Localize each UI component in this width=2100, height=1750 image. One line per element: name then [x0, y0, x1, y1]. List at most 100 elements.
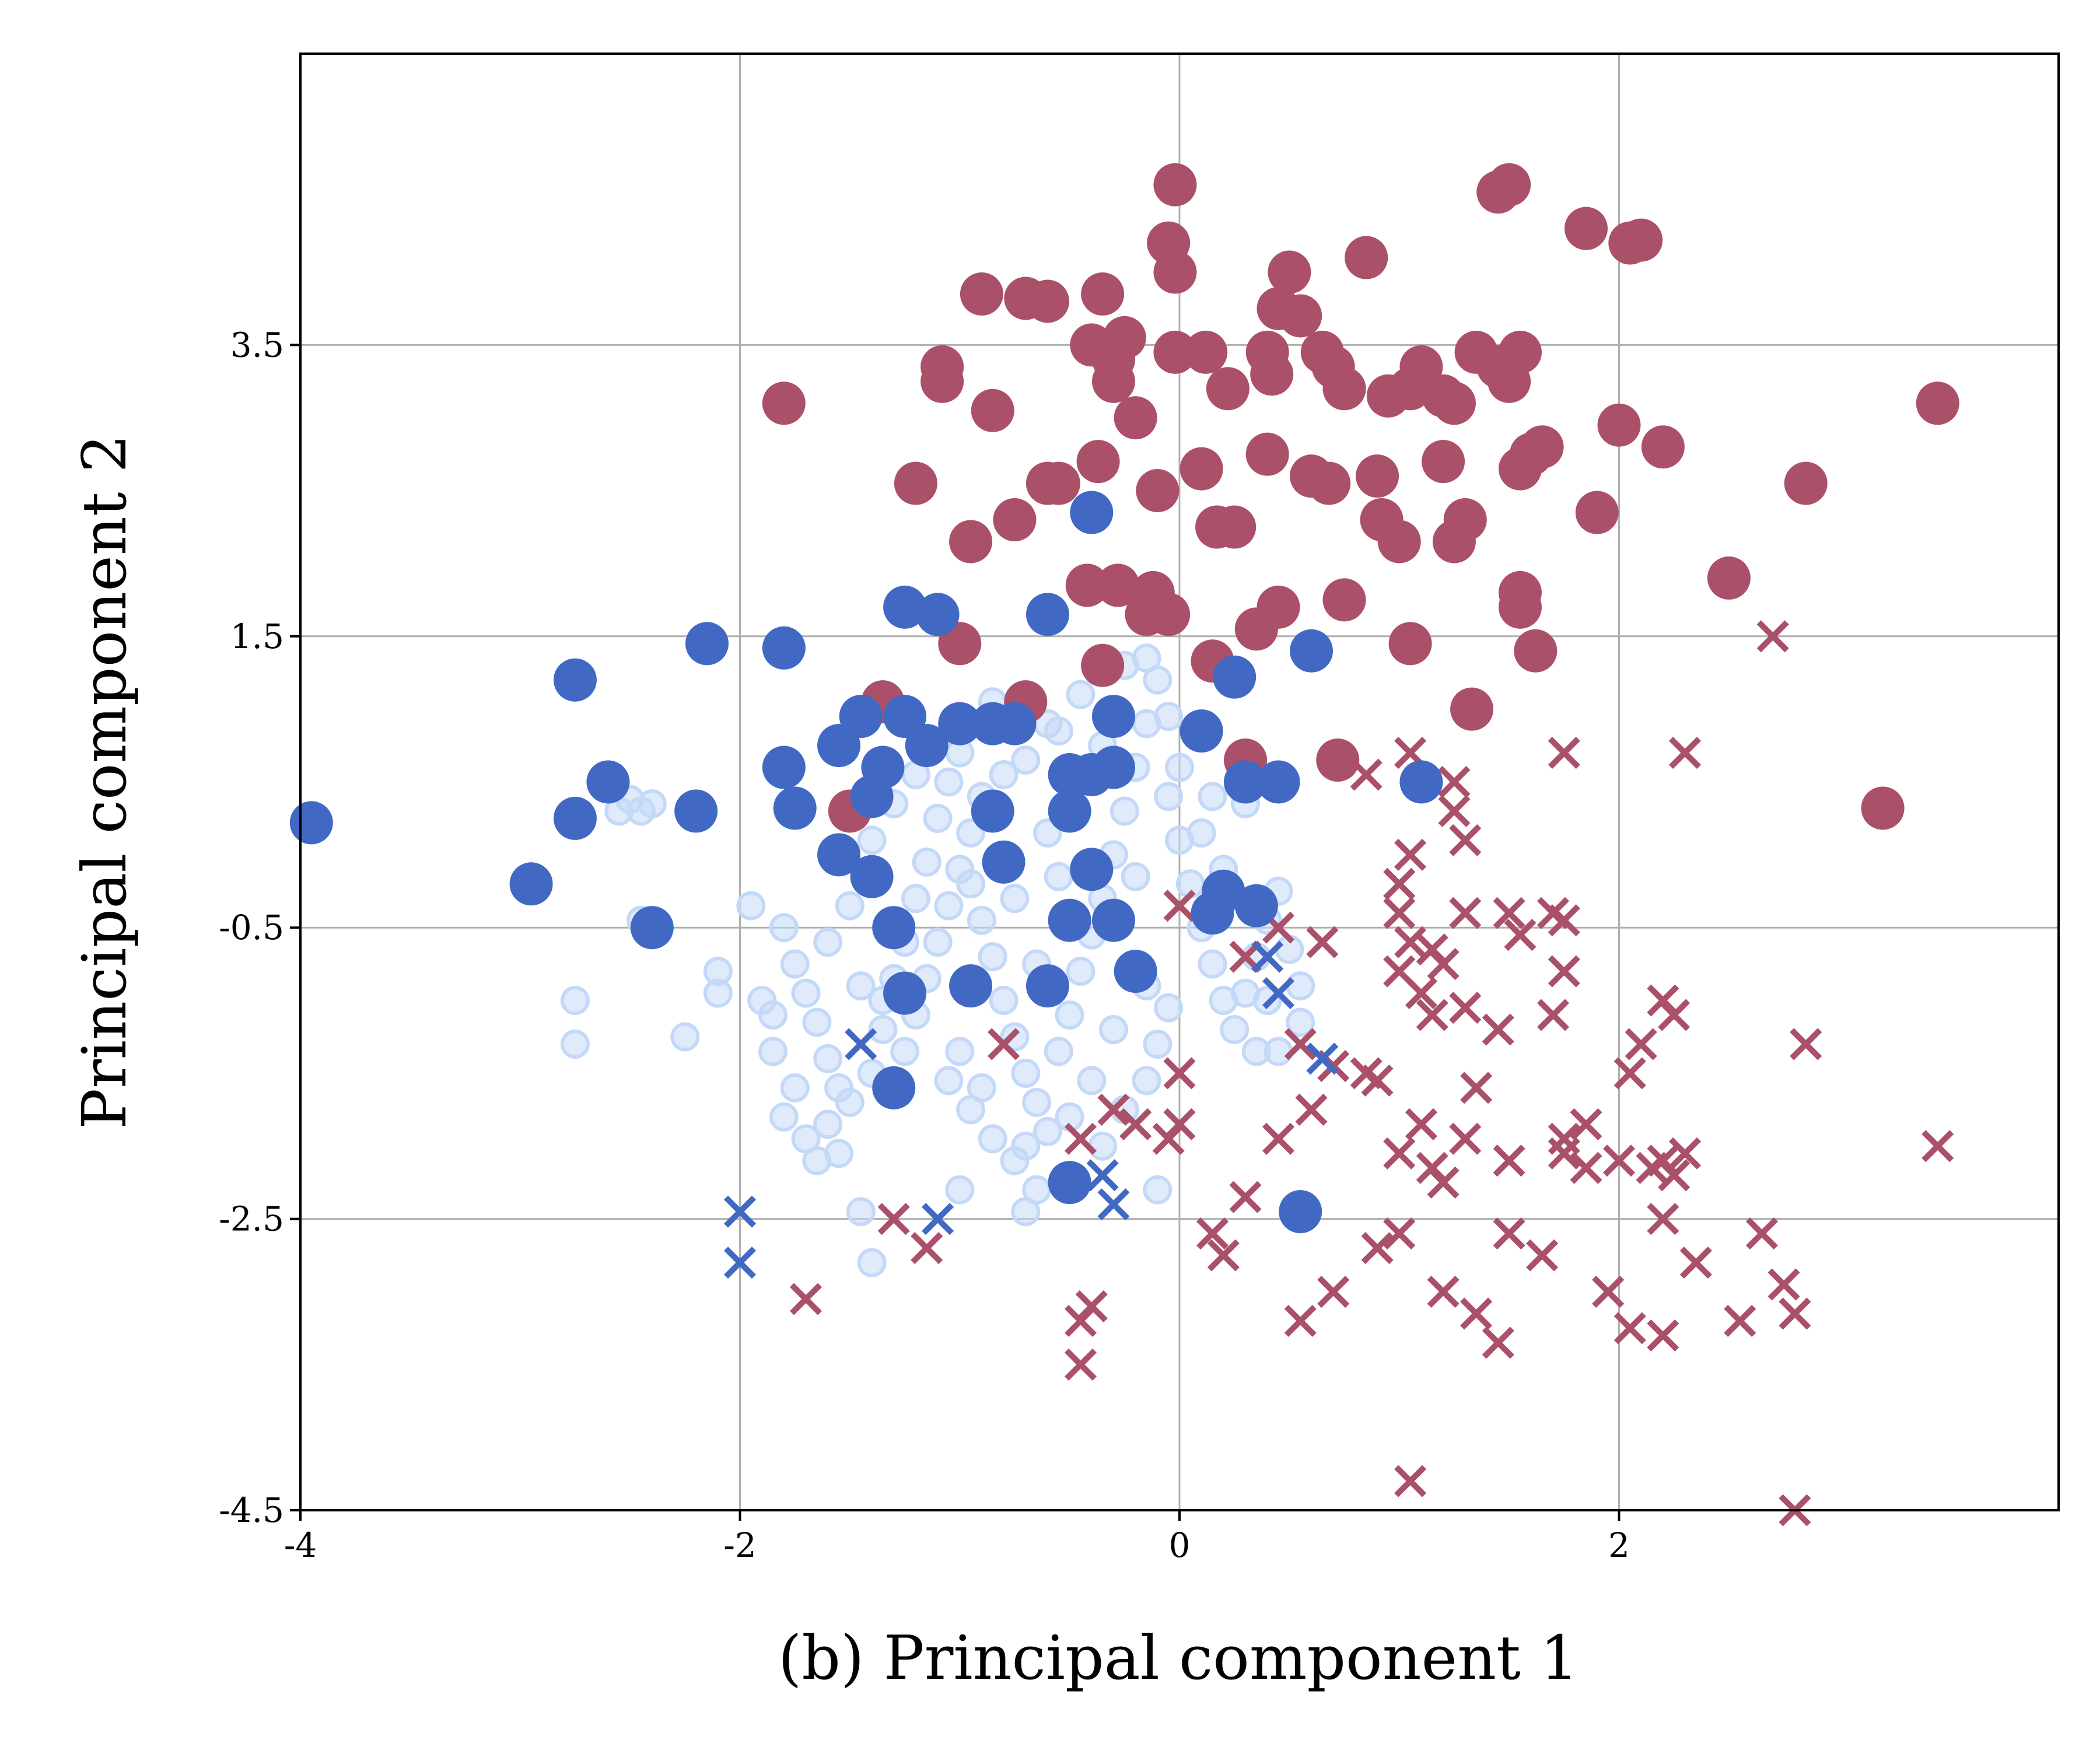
- data-point: [1861, 786, 1905, 830]
- data-point: [1322, 367, 1366, 411]
- data-point: [1154, 782, 1184, 811]
- data-point: [1026, 593, 1069, 636]
- data-point: [1504, 919, 1536, 951]
- data-point: [1070, 848, 1114, 891]
- data-point: [1048, 789, 1091, 833]
- data-point: [1526, 1239, 1559, 1272]
- data-point: [923, 803, 953, 833]
- data-point: [1488, 163, 1531, 206]
- data-point: [1268, 250, 1311, 294]
- data-point: [1307, 461, 1351, 505]
- data-point: [1317, 1275, 1350, 1308]
- data-point: [1619, 218, 1663, 262]
- data-point: [1286, 1007, 1315, 1037]
- data-point: [1790, 1028, 1822, 1060]
- data-point: [802, 1007, 832, 1037]
- data-point: [1658, 999, 1690, 1031]
- data-point: [1449, 897, 1482, 929]
- data-point: [960, 272, 1003, 316]
- data-point: [1548, 955, 1580, 988]
- data-point: [1514, 629, 1558, 673]
- data-point: [1081, 272, 1125, 316]
- data-point: [1592, 1275, 1625, 1308]
- data-point: [813, 928, 843, 957]
- data-point: [780, 949, 810, 979]
- data-point: [1279, 294, 1322, 338]
- data-point: [1096, 564, 1140, 607]
- data-point: [1213, 655, 1256, 699]
- data-point: [1356, 454, 1399, 498]
- data-point: [1044, 716, 1073, 746]
- data-point: [674, 789, 718, 833]
- data-point: [1745, 1217, 1778, 1250]
- data-point: [630, 906, 674, 950]
- data-point: [982, 840, 1026, 884]
- data-point: [1449, 992, 1482, 1024]
- data-point: [1153, 163, 1197, 206]
- data-point: [1438, 765, 1471, 799]
- data-point: [1306, 926, 1339, 958]
- data-point: [1399, 760, 1443, 804]
- data-point: [813, 1044, 843, 1073]
- data-point: [1250, 352, 1294, 396]
- data-point: [1110, 796, 1139, 826]
- data-point: [1011, 746, 1041, 775]
- data-point: [1077, 1066, 1107, 1096]
- data-point: [971, 789, 1014, 833]
- data-point: [1032, 1116, 1062, 1146]
- data-point: [769, 1102, 799, 1132]
- data-point: [1460, 1297, 1493, 1330]
- data-point: [670, 1022, 700, 1052]
- y-tick-label: -4.5: [219, 1490, 284, 1530]
- data-point: [773, 786, 817, 830]
- data-point: [1724, 1304, 1756, 1337]
- data-point: [1570, 1152, 1602, 1184]
- data-point: [1121, 862, 1150, 891]
- data-point: [967, 1073, 996, 1102]
- data-point: [988, 1028, 1020, 1060]
- data-point: [560, 1029, 590, 1059]
- data-point: [1450, 687, 1494, 731]
- data-point: [1432, 520, 1476, 564]
- data-point: [1262, 1122, 1295, 1155]
- data-point: [1493, 1217, 1525, 1250]
- data-point: [1097, 1093, 1130, 1126]
- data-point: [1153, 250, 1197, 294]
- data-point: [861, 746, 905, 789]
- data-point: [1143, 1029, 1172, 1059]
- data-point: [923, 928, 953, 957]
- data-point: [934, 891, 964, 921]
- data-point: [509, 862, 553, 906]
- data-point: [1132, 1066, 1161, 1096]
- y-tick-label: 1.5: [230, 617, 284, 656]
- data-point: [1548, 1122, 1580, 1155]
- data-point: [835, 1087, 864, 1117]
- data-point: [877, 1203, 910, 1236]
- data-point: [1647, 1319, 1679, 1352]
- data-point: [1076, 440, 1120, 484]
- data-point: [1361, 1232, 1394, 1265]
- data-point: [553, 658, 597, 702]
- y-axis-label: Principal component 2: [69, 434, 140, 1129]
- data-point: [791, 978, 821, 1008]
- data-point: [1295, 1093, 1328, 1126]
- data-point: [894, 461, 937, 505]
- data-point: [1264, 1037, 1293, 1066]
- data-point: [1394, 838, 1427, 871]
- data-point: [1196, 1217, 1229, 1250]
- data-point: [1048, 898, 1091, 942]
- data-point: [1460, 1072, 1493, 1104]
- data-point: [1070, 753, 1114, 797]
- data-point: [1086, 1159, 1119, 1192]
- data-point: [685, 622, 729, 666]
- data-point: [1784, 461, 1828, 505]
- y-tick-label: -0.5: [219, 908, 284, 947]
- data-point: [1097, 1188, 1130, 1221]
- data-point: [1388, 622, 1432, 666]
- data-point: [1234, 884, 1278, 928]
- data-point: [1756, 620, 1789, 653]
- data-point: [762, 746, 806, 789]
- data-point: [1438, 794, 1471, 827]
- data-point: [883, 971, 927, 1015]
- data-point: [1147, 593, 1191, 636]
